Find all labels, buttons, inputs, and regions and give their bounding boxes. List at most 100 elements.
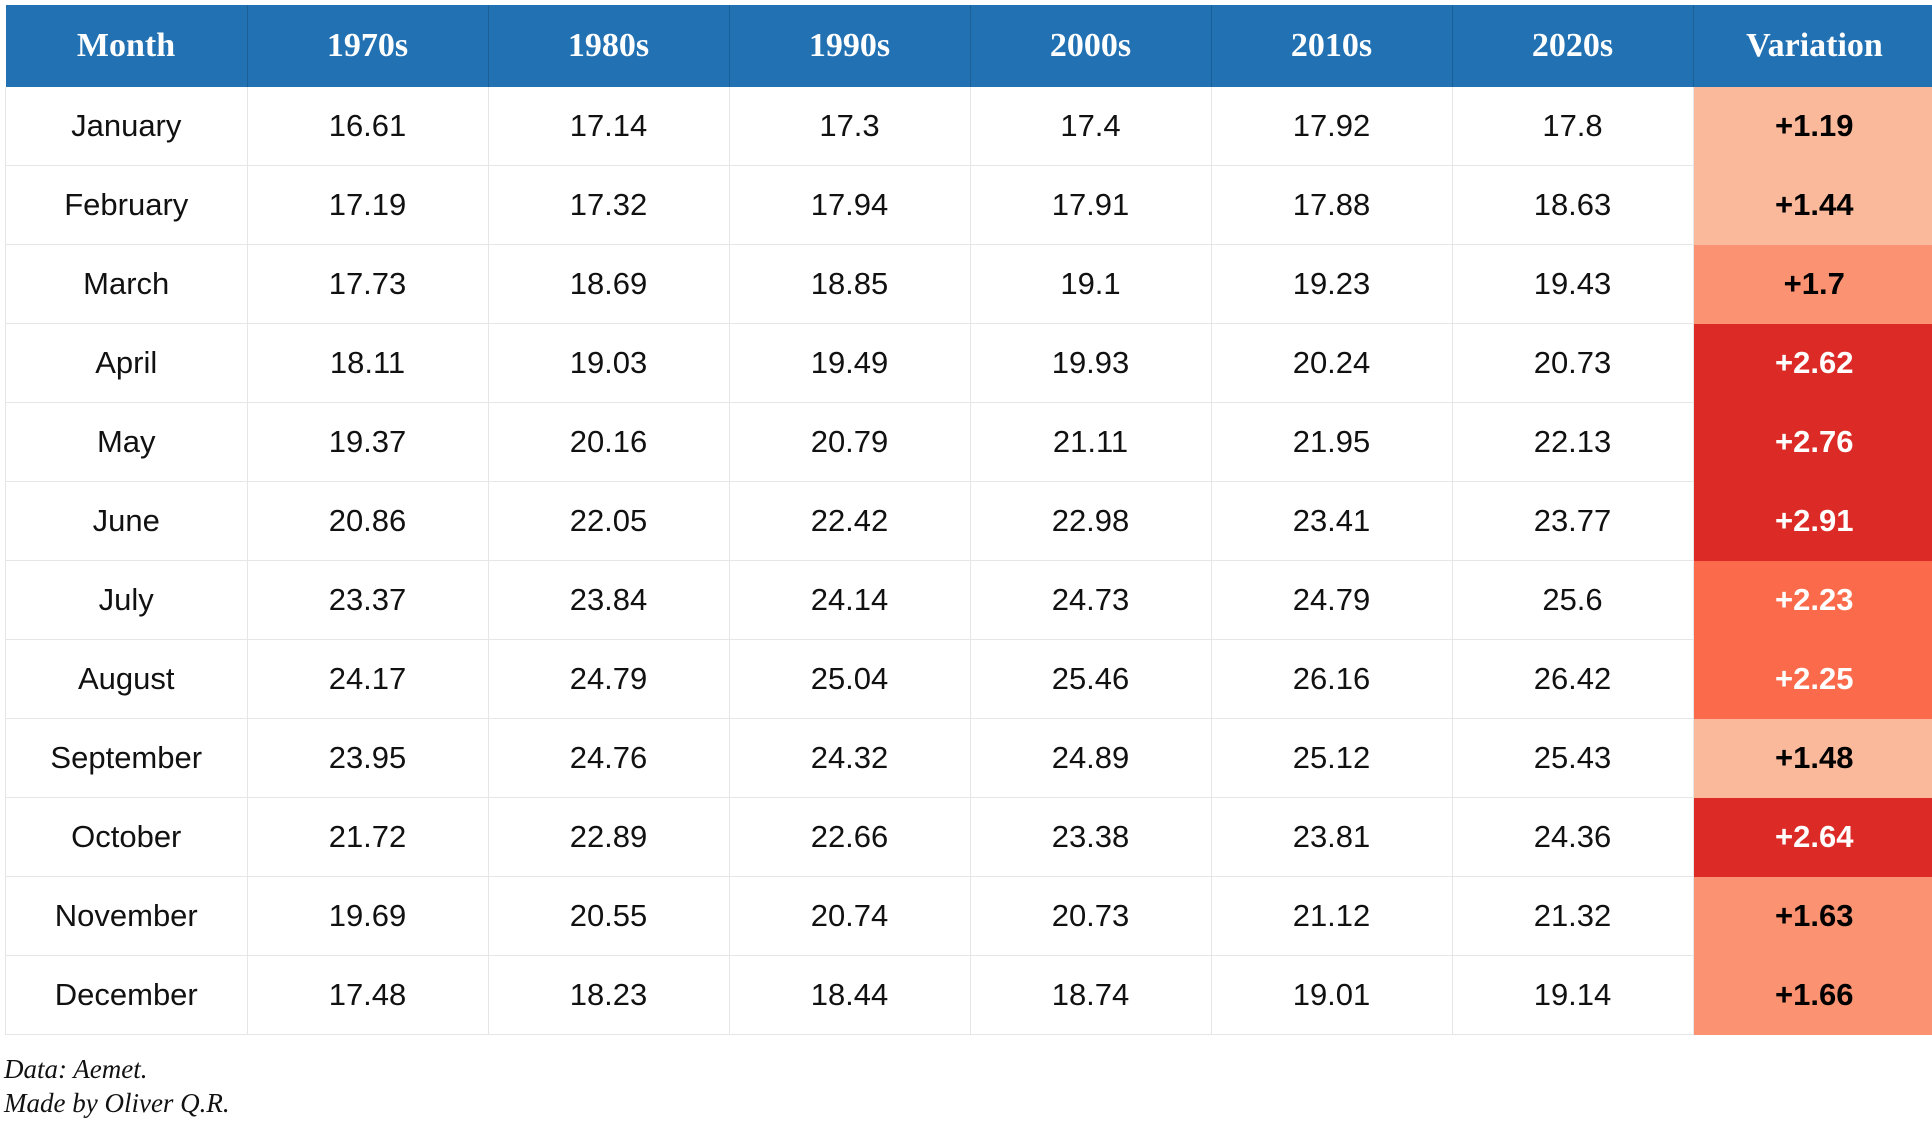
temperature-table: Month 1970s 1980s 1990s 2000s 2010s 2020s Varia… [5,5,1932,1035]
temperature-value-cell: 17.73 [247,244,489,324]
temperature-value-cell: 22.05 [488,481,730,561]
temperature-value-cell: 22.89 [488,797,730,877]
temperature-value-cell: 19.93 [970,323,1212,403]
month-cell: September [5,718,248,798]
temperature-value-cell: 25.12 [1211,718,1453,798]
temperature-value-cell: 26.42 [1452,639,1694,719]
table-row: June 20.86 22.05 22.42 22.98 23.41 23.77 +2.91 [5,481,1932,561]
temperature-value-cell: 20.74 [729,876,971,956]
variation-cell: +2.91 [1693,481,1932,561]
temperature-value-cell: 17.48 [247,955,489,1035]
temperature-value-cell: 19.49 [729,323,971,403]
temperature-value-cell: 24.14 [729,560,971,640]
month-cell: March [5,244,248,324]
month-cell: February [5,165,248,245]
temperature-value-cell: 23.81 [1211,797,1453,877]
temperature-value-cell: 17.14 [488,87,730,166]
temperature-value-cell: 24.79 [1211,560,1453,640]
temperature-value-cell: 20.24 [1211,323,1453,403]
temperature-value-cell: 20.79 [729,402,971,482]
temperature-value-cell: 23.41 [1211,481,1453,561]
temperature-value-cell: 24.32 [729,718,971,798]
temperature-value-cell: 19.01 [1211,955,1453,1035]
table-row: August 24.17 24.79 25.04 25.46 26.16 26.42 +2.2… [5,639,1932,719]
table-header-row: Month 1970s 1980s 1990s 2000s 2010s 2020s Varia… [5,5,1932,87]
temperature-value-cell: 20.16 [488,402,730,482]
table-row: January 16.61 17.14 17.3 17.4 17.92 17.8 +1.19 [5,87,1932,166]
temperature-value-cell: 23.77 [1452,481,1694,561]
table-row: April 18.11 19.03 19.49 19.93 20.24 20.73 +2.62 [5,323,1932,403]
data-source-note: Data: Aemet. [4,1054,148,1084]
temperature-value-cell: 25.46 [970,639,1212,719]
month-cell: August [5,639,248,719]
temperature-value-cell: 17.92 [1211,87,1453,166]
column-header-2000s: 2000s [970,5,1212,87]
temperature-value-cell: 22.13 [1452,402,1694,482]
column-header-1970s: 1970s [247,5,489,87]
table-row: May 19.37 20.16 20.79 21.11 21.95 22.13 +2.76 [5,402,1932,482]
temperature-value-cell: 21.11 [970,402,1212,482]
table-row: July 23.37 23.84 24.14 24.73 24.79 25.6 +2.23 [5,560,1932,640]
month-cell: October [5,797,248,877]
column-header-1990s: 1990s [729,5,971,87]
temperature-value-cell: 17.94 [729,165,971,245]
temperature-value-cell: 18.63 [1452,165,1694,245]
column-header-variation: Variation [1693,5,1932,87]
temperature-value-cell: 16.61 [247,87,489,166]
temperature-value-cell: 17.19 [247,165,489,245]
column-header-month: Month [5,5,248,87]
table-row: December 17.48 18.23 18.44 18.74 19.01 19.14 +1… [5,955,1932,1035]
temperature-value-cell: 23.84 [488,560,730,640]
column-header-2010s: 2010s [1211,5,1453,87]
temperature-value-cell: 24.17 [247,639,489,719]
temperature-value-cell: 19.23 [1211,244,1453,324]
temperature-value-cell: 21.32 [1452,876,1694,956]
temperature-value-cell: 17.8 [1452,87,1694,166]
temperature-value-cell: 19.1 [970,244,1212,324]
variation-cell: +1.44 [1693,165,1932,245]
temperature-value-cell: 17.3 [729,87,971,166]
temperature-value-cell: 18.85 [729,244,971,324]
temperature-value-cell: 21.72 [247,797,489,877]
temperature-value-cell: 23.95 [247,718,489,798]
month-cell: July [5,560,248,640]
variation-cell: +2.62 [1693,323,1932,403]
temperature-value-cell: 24.76 [488,718,730,798]
table-row: February 17.19 17.32 17.94 17.91 17.88 18.63 +1… [5,165,1932,245]
month-cell: November [5,876,248,956]
temperature-value-cell: 20.73 [970,876,1212,956]
temperature-value-cell: 25.04 [729,639,971,719]
temperature-value-cell: 23.37 [247,560,489,640]
variation-cell: +2.25 [1693,639,1932,719]
temperature-value-cell: 24.73 [970,560,1212,640]
temperature-value-cell: 25.6 [1452,560,1694,640]
temperature-value-cell: 18.74 [970,955,1212,1035]
column-header-1980s: 1980s [488,5,730,87]
temperature-value-cell: 24.89 [970,718,1212,798]
source-notes: Data: Aemet. Made by Oliver Q.R. [4,1052,230,1120]
temperature-value-cell: 21.12 [1211,876,1453,956]
temperature-value-cell: 17.91 [970,165,1212,245]
column-header-2020s: 2020s [1452,5,1694,87]
temperature-value-cell: 20.86 [247,481,489,561]
temperature-value-cell: 19.37 [247,402,489,482]
temperature-value-cell: 21.95 [1211,402,1453,482]
table-row: November 19.69 20.55 20.74 20.73 21.12 21.32 +1… [5,876,1932,956]
temperature-value-cell: 20.73 [1452,323,1694,403]
temperature-value-cell: 20.55 [488,876,730,956]
variation-cell: +1.63 [1693,876,1932,956]
temperature-value-cell: 24.36 [1452,797,1694,877]
variation-cell: +1.7 [1693,244,1932,324]
variation-cell: +2.76 [1693,402,1932,482]
temperature-value-cell: 17.32 [488,165,730,245]
temperature-value-cell: 17.4 [970,87,1212,166]
temperature-value-cell: 22.66 [729,797,971,877]
variation-cell: +2.23 [1693,560,1932,640]
temperature-value-cell: 18.23 [488,955,730,1035]
month-cell: January [5,87,248,166]
variation-cell: +2.64 [1693,797,1932,877]
temperature-value-cell: 17.88 [1211,165,1453,245]
author-credit-note: Made by Oliver Q.R. [4,1088,230,1118]
month-cell: June [5,481,248,561]
temperature-value-cell: 19.43 [1452,244,1694,324]
